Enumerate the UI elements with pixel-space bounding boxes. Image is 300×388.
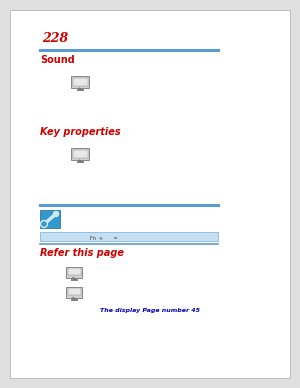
FancyBboxPatch shape (66, 286, 82, 298)
FancyBboxPatch shape (73, 149, 88, 158)
FancyBboxPatch shape (40, 232, 218, 241)
FancyBboxPatch shape (68, 268, 80, 275)
FancyBboxPatch shape (68, 288, 80, 295)
Circle shape (40, 220, 47, 227)
FancyBboxPatch shape (10, 10, 290, 378)
Text: Refer this page: Refer this page (40, 248, 124, 258)
Text: 228: 228 (42, 32, 68, 45)
FancyBboxPatch shape (71, 148, 89, 160)
Circle shape (53, 211, 58, 217)
Circle shape (42, 222, 46, 226)
FancyBboxPatch shape (40, 210, 60, 228)
FancyBboxPatch shape (66, 267, 82, 277)
Text: Sound: Sound (40, 55, 75, 65)
FancyBboxPatch shape (71, 76, 89, 88)
FancyBboxPatch shape (73, 78, 88, 85)
Text: Fn  +       =: Fn + = (90, 236, 118, 241)
Text: The display Page number 45: The display Page number 45 (100, 308, 200, 313)
Text: Key properties: Key properties (40, 127, 121, 137)
